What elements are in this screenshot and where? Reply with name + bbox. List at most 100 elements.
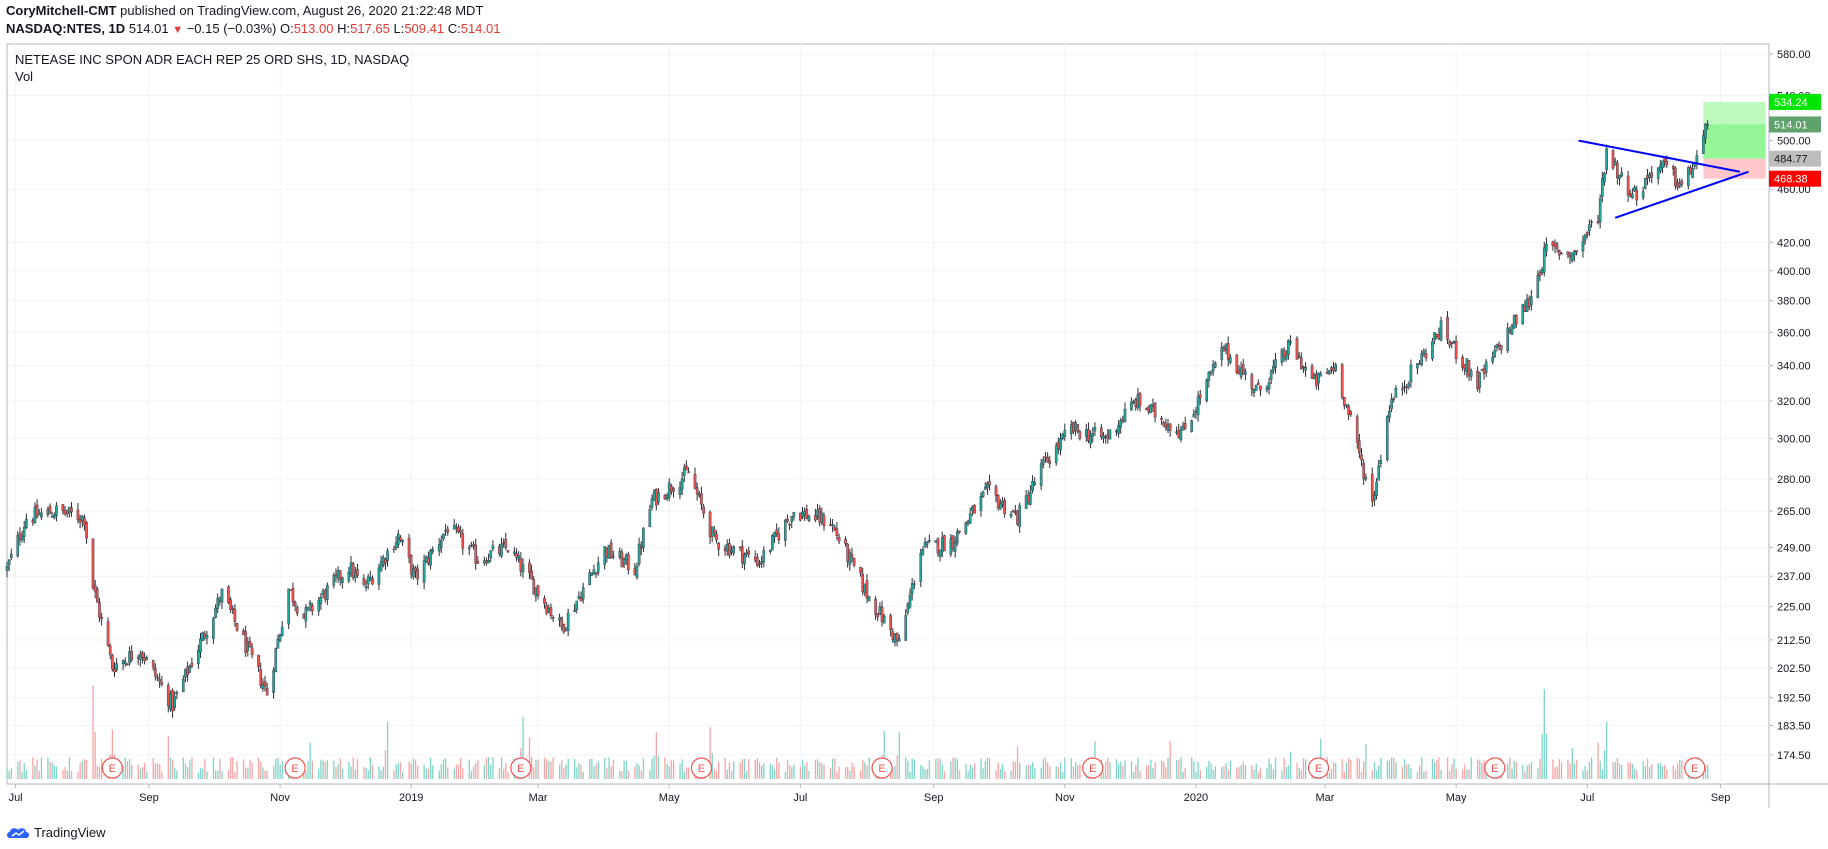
price-axis[interactable]: 580.00540.00500.00460.00420.00400.00380.… <box>1769 49 1811 762</box>
candle-body <box>775 529 778 535</box>
candle-body <box>371 578 374 585</box>
high-label: H: <box>337 21 351 36</box>
candle-body <box>1235 355 1239 373</box>
earnings-marker-label: E <box>291 763 298 775</box>
volume-bar <box>1507 763 1509 779</box>
volume-bar <box>1016 746 1019 779</box>
candle-body <box>575 600 579 610</box>
volume-bar <box>967 770 969 779</box>
candle-body <box>919 552 923 582</box>
volume-bar <box>896 755 898 779</box>
volume-bar <box>1221 767 1223 779</box>
candle-body <box>753 556 757 561</box>
volume-bar <box>621 771 623 779</box>
volume-bar <box>1477 759 1479 779</box>
volume-bar <box>1676 763 1679 779</box>
candle-body <box>1661 160 1664 169</box>
volume-bar <box>838 766 840 779</box>
volume-bar <box>1137 758 1139 779</box>
volume-bar <box>92 685 94 779</box>
volume-bar <box>866 765 868 779</box>
volume-bar <box>537 759 539 779</box>
volume-bar <box>94 732 96 779</box>
candle-body <box>218 600 222 602</box>
plot-frame <box>6 43 1770 785</box>
candle-body <box>1041 459 1045 465</box>
volume-bar <box>1590 757 1593 779</box>
candle-body <box>1160 418 1163 420</box>
y-tick-label: 340.00 <box>1777 361 1811 373</box>
earnings-marker-label: E <box>698 763 705 775</box>
candle-body <box>1570 252 1574 261</box>
candle-body <box>996 495 1000 508</box>
volume-bar <box>363 767 365 779</box>
volume-bar <box>483 764 485 779</box>
volume-bar <box>40 757 43 779</box>
candle-body <box>1628 193 1632 197</box>
volume-bar <box>1451 763 1453 779</box>
candle-body <box>1205 380 1208 401</box>
volume-bar <box>565 764 567 779</box>
candle-body <box>227 586 230 603</box>
candle-body <box>1108 429 1112 440</box>
volume-bar <box>324 761 326 779</box>
volume-bar <box>1163 761 1165 779</box>
volume-bar <box>236 761 238 779</box>
volume-bar <box>666 763 668 779</box>
volume-bar <box>187 766 189 779</box>
candle-body <box>745 552 748 555</box>
candle-body <box>205 635 209 639</box>
volume-bar <box>1618 763 1621 779</box>
volume-bar <box>1356 757 1358 779</box>
volume-bar <box>986 757 989 779</box>
volume-bar <box>1702 769 1705 779</box>
candle-body <box>216 597 220 609</box>
volume-bar <box>1360 771 1363 779</box>
candle-body <box>1211 364 1215 372</box>
candle-body <box>1130 401 1133 411</box>
tradingview-logo-text[interactable]: TradingView <box>34 825 106 840</box>
volume-bar <box>746 770 748 779</box>
time-axis[interactable]: Jul Sep Nov 2019 Mar May Jul Sep Nov 2020 Mar May Ju… <box>9 784 1731 804</box>
candle-body <box>1493 350 1497 357</box>
volume-bar <box>397 762 399 779</box>
trendlines[interactable] <box>1578 139 1749 219</box>
volume-bar <box>548 761 550 779</box>
volume-bar <box>402 771 404 779</box>
candle-body <box>381 557 385 566</box>
volume-bar <box>19 760 21 779</box>
candle-body <box>713 529 716 533</box>
candle-body <box>590 572 594 576</box>
candle-body <box>250 647 254 656</box>
volume-bar <box>356 759 359 779</box>
candle-body <box>1620 172 1623 177</box>
volume-bar <box>1401 766 1404 779</box>
volume-bar <box>38 770 40 779</box>
volume-bar <box>380 770 382 779</box>
candle-body <box>943 535 946 552</box>
volume-bar <box>894 765 896 779</box>
volume-bar <box>174 768 176 779</box>
volume-bar <box>472 766 475 779</box>
volume-bar <box>670 760 673 779</box>
volume-bar <box>1522 764 1524 779</box>
volume-bar <box>417 765 419 779</box>
volume-bar <box>814 759 817 779</box>
candle-body <box>979 495 983 511</box>
volume-bar <box>730 771 733 779</box>
volume-bar <box>350 766 352 779</box>
volume-bar <box>1391 757 1393 779</box>
candle-body <box>158 679 161 682</box>
volume-bar <box>726 769 728 779</box>
candle-body <box>968 513 972 524</box>
volume-bar <box>137 764 139 779</box>
author-name[interactable]: CoryMitchell-CMT <box>6 3 117 18</box>
volume-bar <box>425 768 427 779</box>
candle-body <box>1431 341 1434 359</box>
candle-body <box>1078 431 1082 439</box>
candle-body <box>1072 422 1075 433</box>
volume-bar <box>668 766 670 779</box>
candle-body <box>1388 410 1391 418</box>
candle-body <box>1704 123 1707 139</box>
